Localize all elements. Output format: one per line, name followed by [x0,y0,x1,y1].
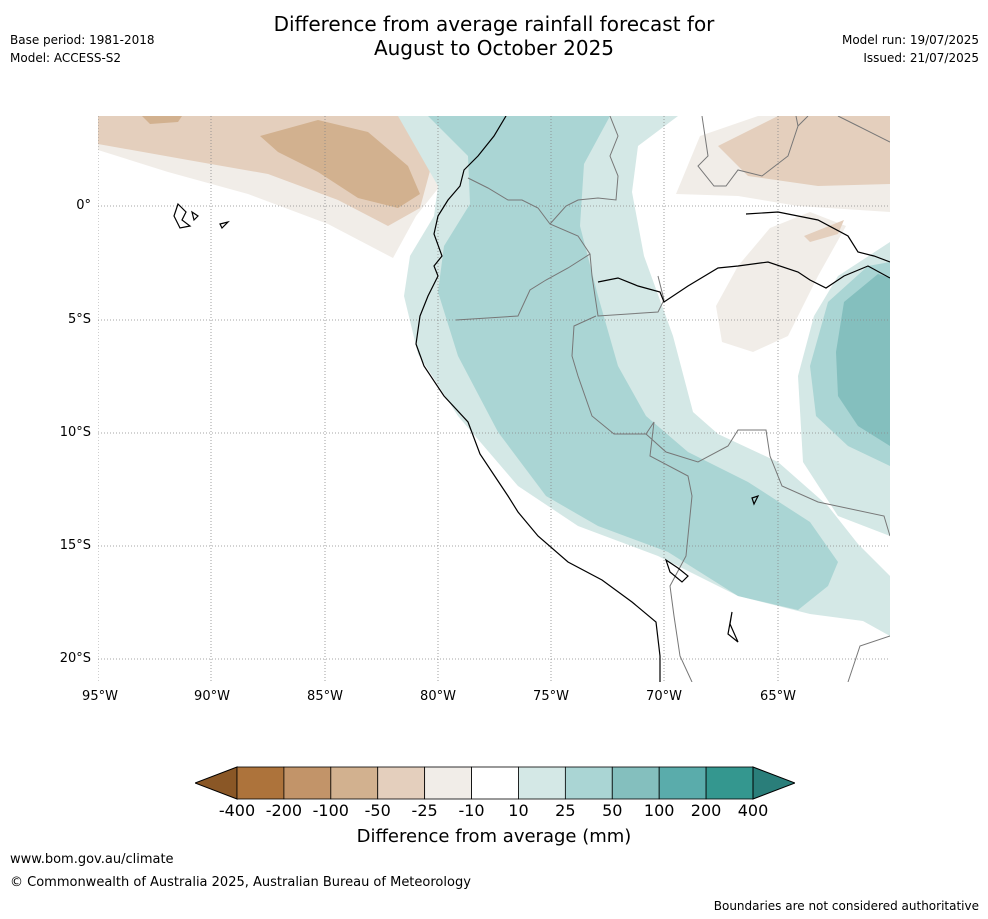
colorbar-swatch [330,766,379,800]
lat-label-15s: 15°S [59,538,91,553]
dry-region-amazon-north-medium [718,116,890,186]
galapagos-3 [219,220,230,230]
colorbar-swatch [377,766,426,800]
lon-label-75w: 75°W [533,689,569,704]
colorbar-tick-label: 400 [737,801,769,820]
lat-label-20s: 20°S [59,651,91,666]
colorbar-swatch [658,766,707,800]
colorbar-tick-label: 25 [555,801,576,820]
dry-region-amazon-spot [804,220,844,242]
colorbar-arrow-high [752,766,797,800]
gridlines [97,116,890,682]
lon-label-80w: 80°W [420,689,456,704]
lon-label-65w: 65°W [760,689,796,704]
colorbar-tick-label: -25 [411,801,438,820]
colorbar-swatch [236,766,285,800]
lon-label-95w: 95°W [82,689,118,704]
colorbar [193,766,797,800]
copyright-text: © Commonwealth of Australia 2025, Austra… [10,875,471,890]
website-link[interactable]: www.bom.gov.au/climate [10,852,174,867]
colorbar-tick-label: 100 [643,801,675,820]
colorbar-tick-label: 50 [602,801,623,820]
model-name: Model: ACCESS-S2 [10,51,122,65]
colorbar-swatch [424,766,472,800]
lat-label-5s: 5°S [67,312,91,327]
lake-2 [751,494,760,506]
colorbar-swatch [611,766,660,800]
amazon-river [597,261,891,303]
lake-1 [727,611,739,643]
rainfall-map [97,115,891,683]
meta-left: Base period: 1981-2018 Model: ACCESS-S2 [10,31,155,67]
north-coast [745,211,891,263]
issued-date: Issued: 21/07/2025 [863,51,979,65]
title-line-2: August to October 2025 [373,36,615,60]
colorbar-swatch [705,766,754,800]
wet-region-andes-medium [428,116,838,610]
map-title: Difference from average rainfall forecas… [0,12,988,60]
map-panel [97,115,891,683]
lon-label-90w: 90°W [194,689,230,704]
dry-region-pacific-small [142,116,182,124]
dry-region-amazon-center [716,212,846,352]
colorbar-tick-label: 200 [690,801,722,820]
lat-label-0: 0° [76,198,91,213]
colorbar-swatch [283,766,332,800]
lon-label-70w: 70°W [646,689,682,704]
colorbar-tick-label: 10 [508,801,529,820]
colorbar-tick-label: -50 [364,801,391,820]
colorbar-tick-label: -200 [265,801,303,820]
model-run: Model run: 19/07/2025 [841,33,979,47]
galapagos-2 [191,210,199,222]
wet-region-east-strong [836,274,890,446]
colorbar-swatch [518,766,566,800]
colorbar-arrow-low [193,766,238,800]
disclaimer-text: Boundaries are not considered authoritat… [713,899,979,913]
colorbar-svg [193,766,797,800]
coastlines [173,115,891,682]
galapagos-1 [173,202,192,229]
dry-region-pacific-strong [260,120,420,208]
lake-titicaca [664,558,689,583]
colorbar-tick-label: -400 [218,801,256,820]
colorbar-tick-label: -100 [312,801,349,820]
base-period: Base period: 1981-2018 [10,33,155,47]
meta-right: Model run: 19/07/2025 Issued: 21/07/2025 [842,31,979,67]
colorbar-swatch [471,766,519,800]
pacific-coastline [415,115,661,682]
colorbar-swatch [564,766,613,800]
lat-label-10s: 10°S [59,425,91,440]
colorbar-tick-label: -10 [458,801,485,820]
country-borders [455,115,891,683]
colorbar-label: Difference from average (mm) [356,826,632,847]
title-line-1: Difference from average rainfall forecas… [273,12,715,36]
lon-label-85w: 85°W [307,689,343,704]
